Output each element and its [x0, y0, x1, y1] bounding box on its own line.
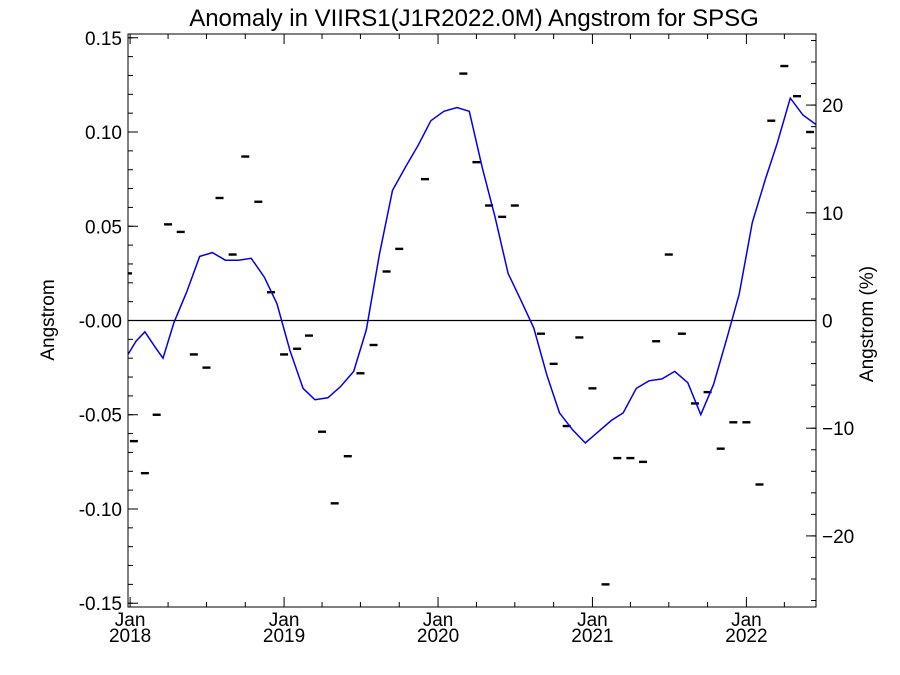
- x-tick-month: Jan: [269, 610, 300, 631]
- x-tick-month: Jan: [731, 610, 762, 631]
- x-tick-year: 2019: [263, 626, 305, 647]
- y2-tick-label: −20: [822, 527, 854, 548]
- x-tick-month: Jan: [423, 610, 454, 631]
- y-tick-label: -0.00: [79, 312, 122, 333]
- x-tick-year: 2021: [571, 626, 613, 647]
- y2-tick-label: 0: [822, 312, 833, 333]
- x-tick-year: 2018: [109, 626, 151, 647]
- y-axis-title: Angstrom: [38, 279, 59, 360]
- series-line: [128, 96, 816, 445]
- x-tick-year: 2022: [725, 626, 767, 647]
- plot-area: [128, 64, 816, 586]
- chart-title: Anomaly in VIIRS1(J1R2022.0M) Angstrom f…: [189, 5, 759, 32]
- y-tick-label: -0.10: [79, 500, 122, 521]
- x-tick-month: Jan: [115, 610, 146, 631]
- y-tick-label: -0.05: [79, 406, 122, 427]
- y2-axis-title: Angstrom (%): [857, 266, 878, 382]
- y2-tick-label: 20: [822, 96, 843, 117]
- y-tick-label: 0.15: [85, 29, 122, 50]
- x-tick-year: 2020: [417, 626, 459, 647]
- y-tick-label: -0.15: [79, 594, 122, 615]
- axes: 0.15 0.10 0.05 -0.00 -0.05 -0.10 -0.15 20 10 0 −10…: [79, 29, 855, 647]
- y2-tick-label: 10: [822, 204, 843, 225]
- y-tick-label: 0.05: [85, 217, 122, 238]
- x-tick-month: Jan: [577, 610, 608, 631]
- y2-tick-label: −10: [822, 419, 854, 440]
- y-tick-label: 0.10: [85, 123, 122, 144]
